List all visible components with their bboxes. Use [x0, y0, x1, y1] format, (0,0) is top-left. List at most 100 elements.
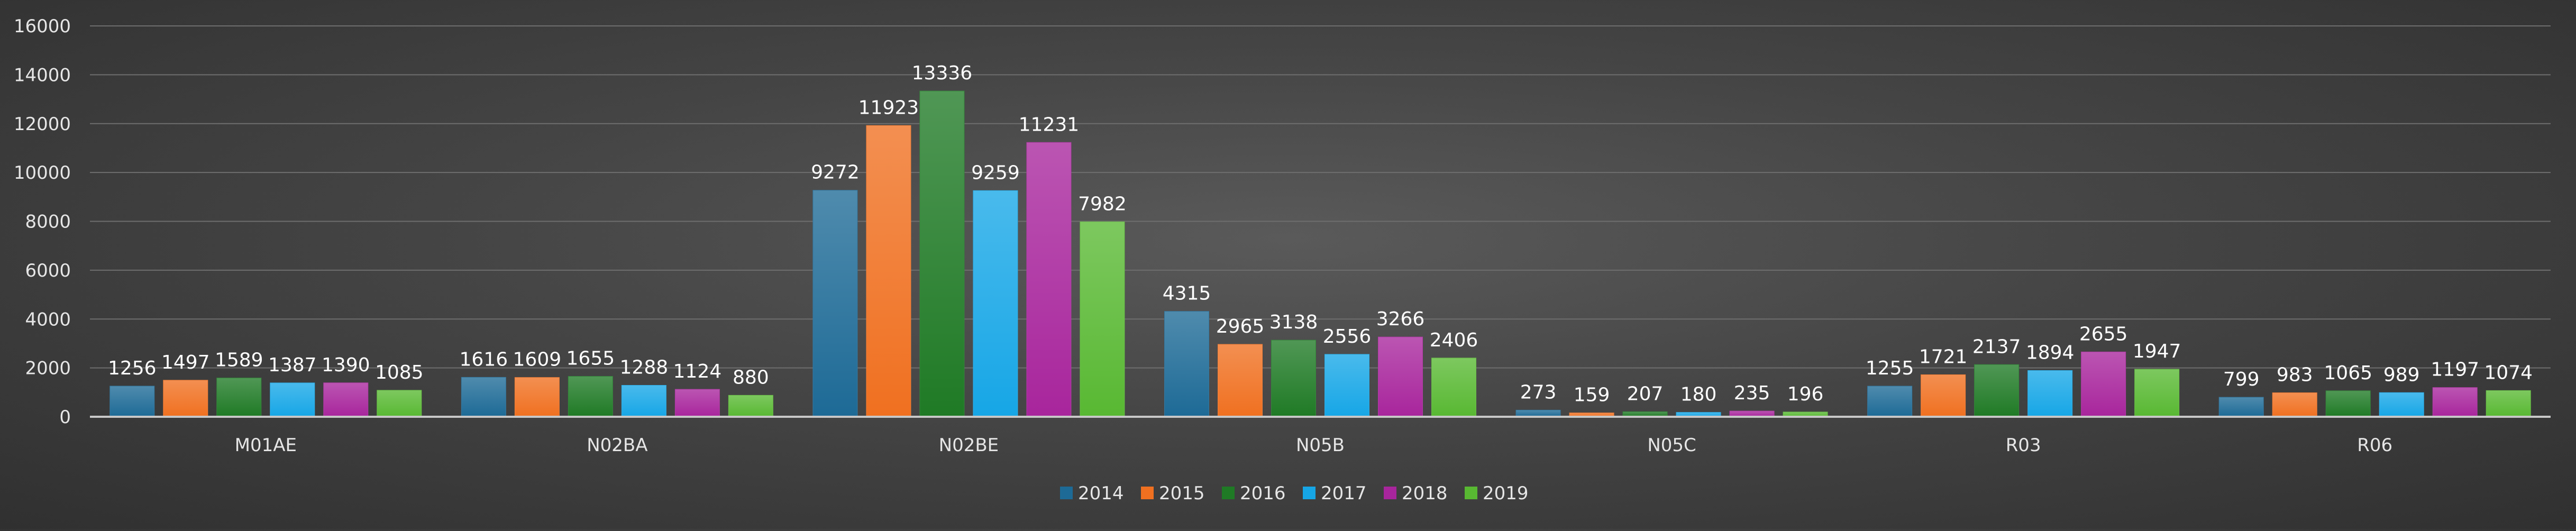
data-label: 2965 [1216, 316, 1265, 337]
legend-item-2015: 2015 [1141, 483, 1205, 504]
bar-R06-2017 [2379, 392, 2424, 417]
bar-M01AE-2014 [109, 386, 155, 417]
bar-R03-2018 [2081, 351, 2126, 417]
legend-item-2018: 2018 [1384, 483, 1448, 504]
bar-N02BE-2018 [1026, 142, 1072, 417]
data-label: 1085 [375, 362, 424, 383]
data-label: 11231 [1019, 114, 1080, 135]
y-tick-label: 14000 [14, 65, 71, 86]
legend-swatch [1384, 487, 1396, 499]
bar-N05B-2018 [1378, 336, 1423, 417]
data-label: 1256 [108, 358, 157, 379]
data-label: 1065 [2324, 362, 2372, 384]
data-label: 1721 [1919, 346, 1968, 368]
x-tick-label: N02BE [939, 435, 999, 456]
data-label: 1589 [215, 350, 263, 371]
bar-N02BA-2019 [728, 395, 773, 417]
x-tick-label: N02BA [587, 435, 647, 456]
bar-R03-2015 [1921, 374, 1966, 417]
data-label: 2406 [1430, 329, 1478, 351]
y-axis: 0 2000 4000 6000 8000 10000 12000 14000 16000 [14, 16, 71, 428]
bar-N05B-2016 [1271, 340, 1316, 417]
gridlines [90, 25, 2551, 369]
data-label: 1074 [2484, 362, 2533, 383]
legend-label: 2016 [1240, 483, 1286, 504]
legend-label: 2017 [1321, 483, 1367, 504]
bar-N02BE-2015 [866, 125, 911, 417]
data-label: 273 [1520, 381, 1557, 403]
bar-R06-2016 [2325, 390, 2371, 417]
bar-N02BA-2014 [461, 377, 506, 417]
legend-label: 2018 [1402, 483, 1448, 504]
bar-N05B-2019 [1431, 358, 1476, 417]
bar-R06-2019 [2486, 390, 2531, 417]
bar-M01AE-2017 [270, 382, 315, 417]
legend-label: 2015 [1159, 483, 1205, 504]
data-label: 2137 [1972, 336, 2021, 358]
bar-N05B-2017 [1324, 354, 1369, 417]
data-label: 1609 [513, 349, 562, 371]
data-label: 1947 [2133, 341, 2181, 362]
y-tick-label: 6000 [25, 260, 71, 281]
data-label: 7982 [1078, 193, 1127, 215]
bar-M01AE-2015 [163, 380, 208, 417]
bar-R06-2015 [2272, 392, 2317, 417]
data-label: 207 [1627, 383, 1664, 405]
y-tick-label: 4000 [25, 309, 71, 330]
data-labels: 1256 1497 1589 1387 1390 1085 1616 1609 1655 1288… [108, 62, 2533, 406]
bar-R03-2016 [1974, 364, 2020, 417]
y-tick-label: 0 [59, 407, 71, 428]
x-tick-label: N05C [1647, 435, 1696, 456]
bar-R03-2019 [2134, 369, 2180, 417]
legend-label: 2019 [1483, 483, 1529, 504]
data-label: 180 [1680, 384, 1717, 406]
bar-N02BE-2017 [973, 190, 1018, 417]
legend-item-2019: 2019 [1465, 483, 1529, 504]
legend: 2014 2015 2016 2017 2018 2019 [1060, 483, 1529, 504]
data-label: 2655 [2079, 323, 2128, 345]
y-tick-label: 8000 [25, 212, 71, 233]
data-label: 3266 [1376, 308, 1425, 330]
data-label: 1655 [567, 348, 615, 370]
bar-M01AE-2016 [216, 378, 262, 417]
legend-item-2016: 2016 [1222, 483, 1286, 504]
data-label: 880 [733, 367, 769, 388]
legend-swatch [1465, 487, 1477, 499]
data-label: 1197 [2431, 359, 2479, 381]
legend-swatch [1060, 487, 1073, 499]
data-label: 13336 [912, 62, 973, 84]
x-axis: M01AE N02BA N02BE N05B N05C R03 R06 [90, 416, 2551, 456]
data-label: 4315 [1163, 283, 1211, 305]
bar-R03-2017 [2027, 370, 2073, 417]
data-label: 1616 [460, 349, 508, 370]
legend-swatch [1222, 487, 1235, 499]
legend-item-2017: 2017 [1303, 483, 1367, 504]
legend-item-2014: 2014 [1060, 483, 1124, 504]
data-label: 1255 [1866, 358, 1914, 379]
data-label: 1390 [322, 354, 370, 376]
data-label: 1387 [268, 354, 317, 376]
bar-N05B-2014 [1164, 311, 1209, 417]
data-label: 1288 [620, 357, 669, 379]
data-label: 983 [2277, 364, 2313, 386]
bar-N02BA-2017 [621, 385, 666, 417]
bar-M01AE-2019 [377, 390, 422, 417]
data-label: 11923 [858, 97, 919, 118]
x-tick-label: N05B [1296, 435, 1345, 456]
bar-N02BE-2019 [1080, 221, 1125, 417]
bar-N02BE-2016 [919, 90, 965, 417]
bar-N05B-2015 [1218, 344, 1263, 417]
data-label: 159 [1574, 384, 1610, 406]
data-label: 799 [2223, 369, 2260, 390]
bar-R06-2018 [2432, 387, 2478, 417]
y-tick-label: 10000 [14, 162, 71, 184]
bar-R06-2014 [2218, 397, 2264, 417]
data-label: 2556 [1323, 326, 1372, 347]
data-label: 9259 [971, 162, 1020, 184]
data-label: 989 [2383, 364, 2420, 386]
bar-M01AE-2018 [323, 382, 369, 417]
legend-swatch [1141, 487, 1154, 499]
y-tick-label: 12000 [14, 114, 71, 135]
